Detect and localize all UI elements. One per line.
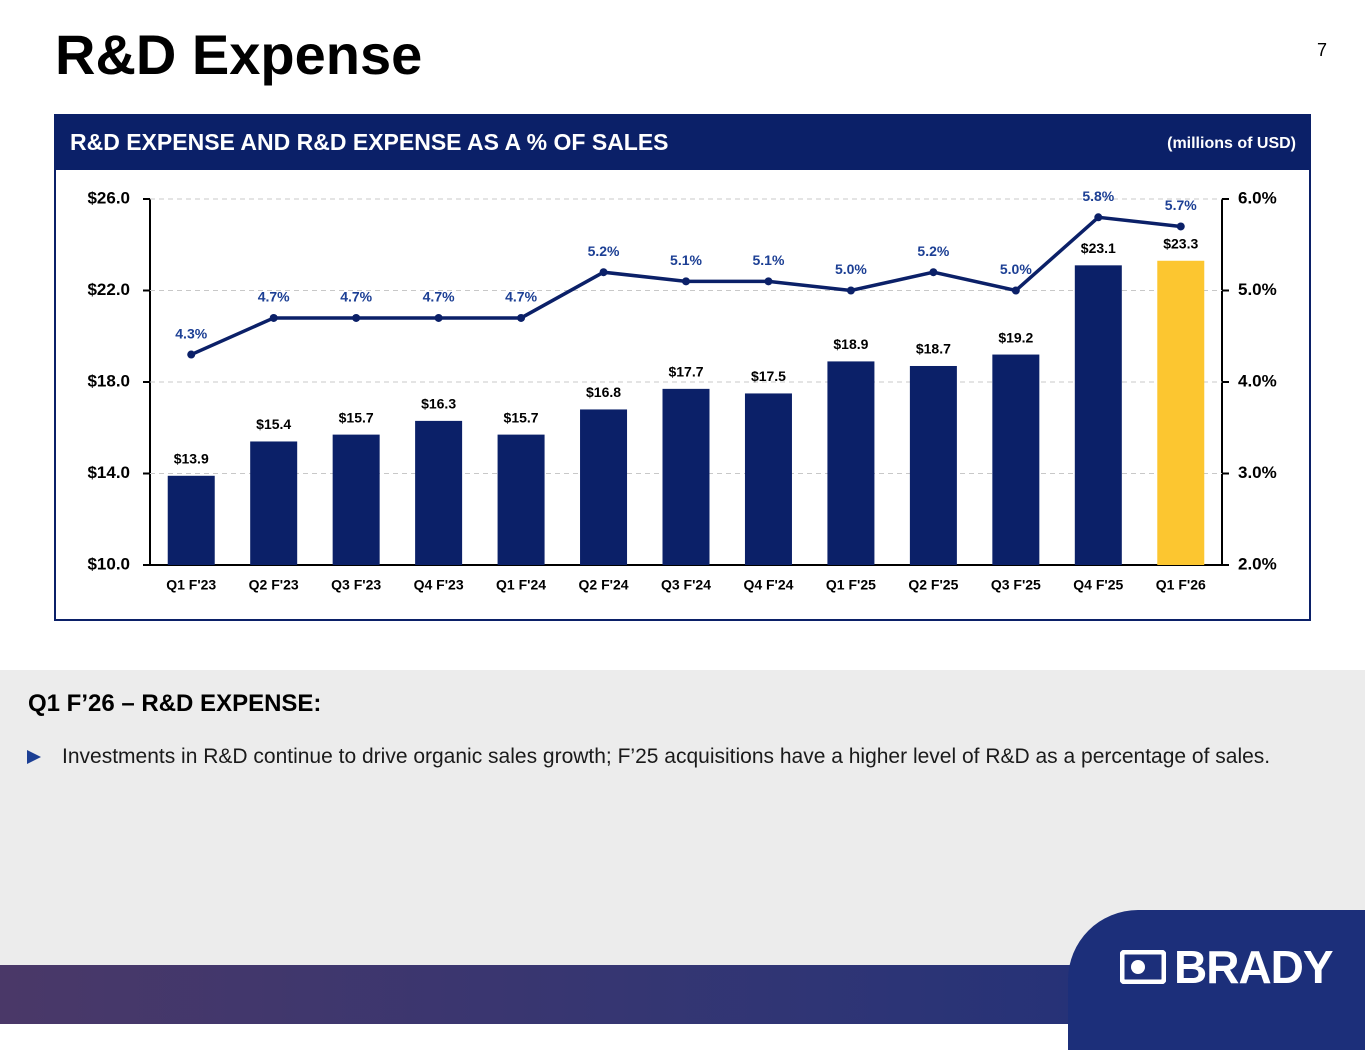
logo: BRADY: [1120, 941, 1334, 993]
line-value-label: 5.2%: [917, 243, 949, 259]
line-point: [682, 277, 690, 286]
line-value-label: 5.8%: [1082, 188, 1114, 204]
x-tick-label: Q2 F'24: [579, 577, 629, 593]
x-tick-label: Q1 F'26: [1156, 577, 1206, 593]
bar-value-label: $15.4: [256, 416, 291, 432]
line-point: [434, 313, 443, 322]
chart: R&D EXPENSE AND R&D EXPENSE AS A % OF SA…: [54, 114, 1311, 621]
line-point: [1176, 222, 1185, 231]
y2-tick-label: 6.0%: [1238, 188, 1277, 207]
line-point: [764, 277, 773, 286]
bar: [332, 434, 380, 565]
commentary-heading: Q1 F’26 – R&D EXPENSE:: [28, 690, 322, 717]
chart-header: [55, 115, 1310, 170]
bar: [415, 420, 463, 565]
bar-value-label: $23.1: [1081, 240, 1116, 256]
bar: [250, 441, 298, 565]
line-point: [517, 313, 526, 322]
bar-value-label: $18.7: [916, 341, 951, 357]
slide: {"title": "R&D Expense", "page_number": …: [0, 23, 1365, 1050]
bar: [744, 393, 792, 565]
line-point: [187, 350, 196, 359]
chart-subtitle: (millions of USD): [1167, 135, 1296, 152]
bar: [662, 388, 710, 565]
x-tick-label: Q1 F'24: [496, 577, 546, 593]
y2-tick-label: 3.0%: [1238, 463, 1277, 482]
bar-value-label: $23.3: [1163, 235, 1198, 251]
line-value-label: 5.0%: [835, 261, 867, 277]
x-tick-label: Q2 F'23: [249, 577, 299, 593]
line-point: [846, 286, 855, 295]
y-tick-label: $10.0: [87, 554, 130, 573]
bar: [580, 409, 628, 565]
y2-tick-label: 4.0%: [1238, 371, 1277, 390]
bar-value-label: $15.7: [339, 409, 374, 425]
line-point: [269, 313, 278, 322]
bar-value-label: $13.9: [174, 450, 209, 466]
logo-text: BRADY: [1174, 941, 1334, 993]
bar-value-label: $17.7: [668, 364, 703, 380]
y-tick-label: $26.0: [87, 188, 130, 207]
bar: [497, 434, 545, 565]
line-value-label: 5.1%: [753, 252, 785, 268]
line-value-label: 4.7%: [340, 289, 372, 305]
x-tick-label: Q2 F'25: [908, 577, 958, 593]
bar-value-label: $16.3: [421, 396, 456, 412]
line-point: [929, 268, 938, 277]
line-value-label: 5.7%: [1165, 197, 1197, 213]
x-tick-label: Q1 F'23: [166, 577, 216, 593]
line-value-label: 5.0%: [1000, 261, 1032, 277]
bar: [909, 365, 957, 565]
bar-value-label: $17.5: [751, 368, 786, 384]
chart-title: R&D EXPENSE AND R&D EXPENSE AS A % OF SA…: [70, 129, 669, 155]
bar: [827, 361, 875, 565]
bullet-arrow: [27, 750, 41, 764]
bar: [1157, 260, 1205, 565]
line-value-label: 4.7%: [505, 289, 537, 305]
x-tick-label: Q3 F'24: [661, 577, 711, 593]
bar: [1074, 265, 1122, 565]
x-tick-label: Q4 F'23: [414, 577, 464, 593]
bar: [992, 354, 1040, 565]
y-tick-label: $14.0: [87, 463, 130, 482]
commentary-bullet: Investments in R&D continue to drive org…: [62, 745, 1271, 768]
line-value-label: 5.2%: [588, 243, 620, 259]
bar: [167, 475, 215, 565]
line-point: [1094, 213, 1103, 222]
line-point: [352, 313, 361, 322]
line-point: [599, 268, 608, 277]
y-tick-label: $22.0: [87, 280, 130, 299]
x-tick-label: Q4 F'25: [1073, 577, 1123, 593]
bar-value-label: $19.2: [998, 329, 1033, 345]
x-tick-label: Q3 F'25: [991, 577, 1041, 593]
line-value-label: 4.7%: [423, 289, 455, 305]
page-number: 7: [1316, 40, 1327, 60]
logo-mark: [1120, 950, 1166, 984]
line-value-label: 4.7%: [258, 289, 290, 305]
x-tick-label: Q3 F'23: [331, 577, 381, 593]
bar-value-label: $15.7: [504, 409, 539, 425]
line-point: [1011, 286, 1020, 295]
y-tick-label: $18.0: [87, 371, 130, 390]
bar-value-label: $16.8: [586, 384, 621, 400]
line-value-label: 4.3%: [175, 325, 207, 341]
x-tick-label: Q4 F'24: [743, 577, 793, 593]
bar-value-label: $18.9: [833, 336, 868, 352]
slide-title: R&D Expense: [55, 23, 423, 86]
x-tick-label: Q1 F'25: [826, 577, 876, 593]
y2-tick-label: 5.0%: [1238, 280, 1277, 299]
y2-tick-label: 2.0%: [1238, 554, 1277, 573]
line-value-label: 5.1%: [670, 252, 702, 268]
